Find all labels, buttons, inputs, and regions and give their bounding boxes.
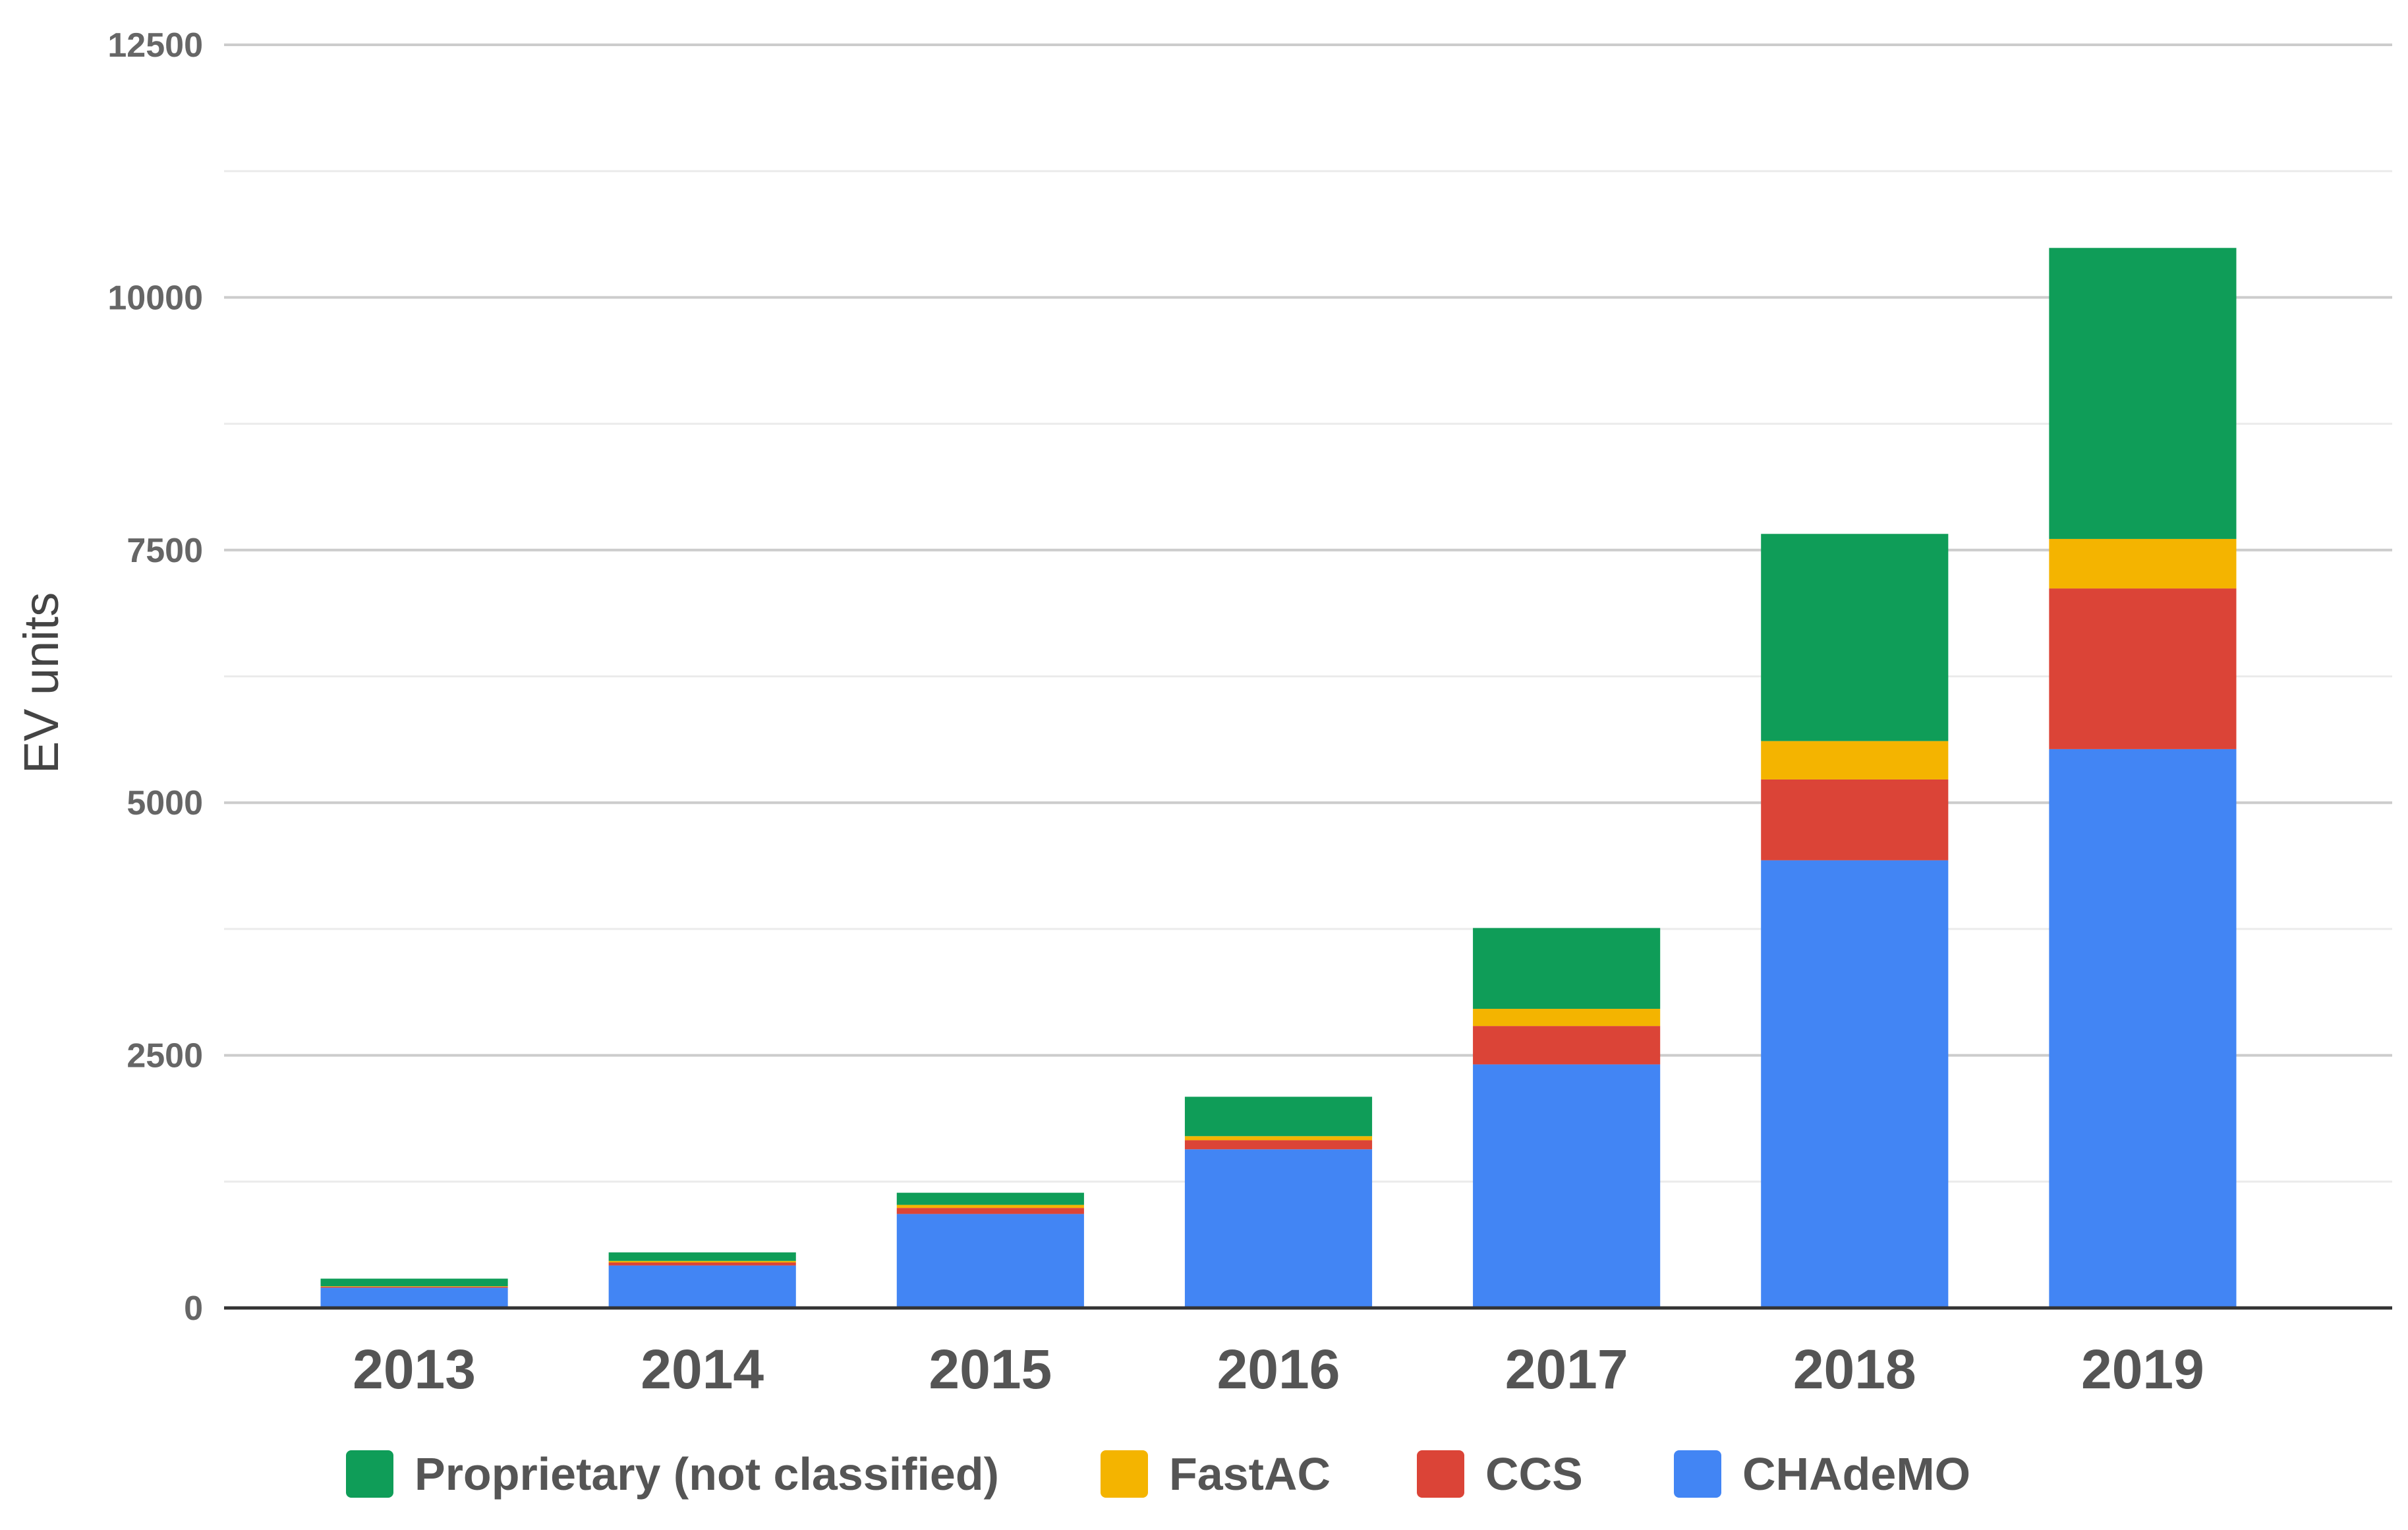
bar-chademo-2013 — [320, 1288, 508, 1308]
x-tick-label: 2013 — [353, 1338, 476, 1400]
bar-ccs-2015 — [896, 1208, 1084, 1214]
bar-chademo-2015 — [896, 1214, 1084, 1308]
bar-chademo-2016 — [1184, 1149, 1373, 1308]
y-axis-label: EV units — [14, 592, 69, 774]
x-tick-label: 2017 — [1505, 1338, 1628, 1400]
bar-proprietary-not-classified-2015 — [896, 1193, 1084, 1205]
bar-ccs-2019 — [2049, 588, 2237, 749]
bar-fastac-2019 — [2049, 538, 2237, 589]
bar-fastac-2014 — [608, 1261, 796, 1262]
bar-proprietary-not-classified-2019 — [2049, 248, 2237, 539]
bar-fastac-2013 — [320, 1286, 508, 1287]
legend-swatch-ccs — [1417, 1450, 1464, 1498]
x-tick-label: 2016 — [1217, 1338, 1340, 1400]
bar-fastac-2016 — [1184, 1136, 1373, 1141]
legend-label: FastAC — [1169, 1448, 1331, 1500]
bar-ccs-2017 — [1473, 1026, 1661, 1065]
bar-ccs-2014 — [608, 1262, 796, 1266]
legend-label: Proprietary (not classified) — [415, 1448, 999, 1500]
bar-proprietary-not-classified-2018 — [1761, 534, 1949, 741]
x-tick-label: 2015 — [929, 1338, 1052, 1400]
legend-label: CCS — [1485, 1448, 1583, 1500]
x-tick-label: 2019 — [2081, 1338, 2204, 1400]
legend: Proprietary (not classified) FastAC CCS CHA… — [346, 1448, 1970, 1500]
y-tick-label: 2500 — [127, 1037, 203, 1075]
bar-ccs-2016 — [1184, 1140, 1373, 1150]
bar-ccs-2013 — [320, 1286, 508, 1288]
bar-fastac-2018 — [1761, 741, 1949, 779]
bar-fastac-2017 — [1473, 1009, 1661, 1027]
bar-proprietary-not-classified-2013 — [320, 1278, 508, 1287]
y-tick-label: 12500 — [107, 26, 203, 65]
x-tick-label: 2018 — [1793, 1338, 1916, 1400]
bar-proprietary-not-classified-2014 — [608, 1252, 796, 1261]
bar-chademo-2019 — [2049, 749, 2237, 1308]
bars — [320, 248, 2237, 1308]
x-tick-label: 2014 — [641, 1338, 764, 1400]
bar-proprietary-not-classified-2016 — [1184, 1096, 1373, 1137]
gridlines — [224, 43, 2392, 1183]
axes: 0 2500 5000 7500 10000 12500 2013 2014 2015 2016 2… — [107, 26, 2392, 1400]
bar-proprietary-not-classified-2017 — [1473, 928, 1661, 1009]
y-tick-label: 5000 — [127, 784, 203, 822]
bar-chademo-2014 — [608, 1265, 796, 1308]
y-tick-label: 10000 — [107, 279, 203, 317]
y-tick-label: 7500 — [127, 532, 203, 570]
bar-fastac-2015 — [896, 1204, 1084, 1208]
legend-swatch-fastac — [1101, 1450, 1148, 1498]
y-tick-label: 0 — [184, 1289, 203, 1328]
legend-swatch-chademo — [1674, 1450, 1721, 1498]
legend-label: CHAdeMO — [1742, 1448, 1970, 1500]
legend-swatch-proprietary-not-classified — [346, 1450, 393, 1498]
bar-ccs-2018 — [1761, 779, 1949, 861]
bar-chademo-2017 — [1473, 1064, 1661, 1308]
bar-chademo-2018 — [1761, 860, 1949, 1308]
